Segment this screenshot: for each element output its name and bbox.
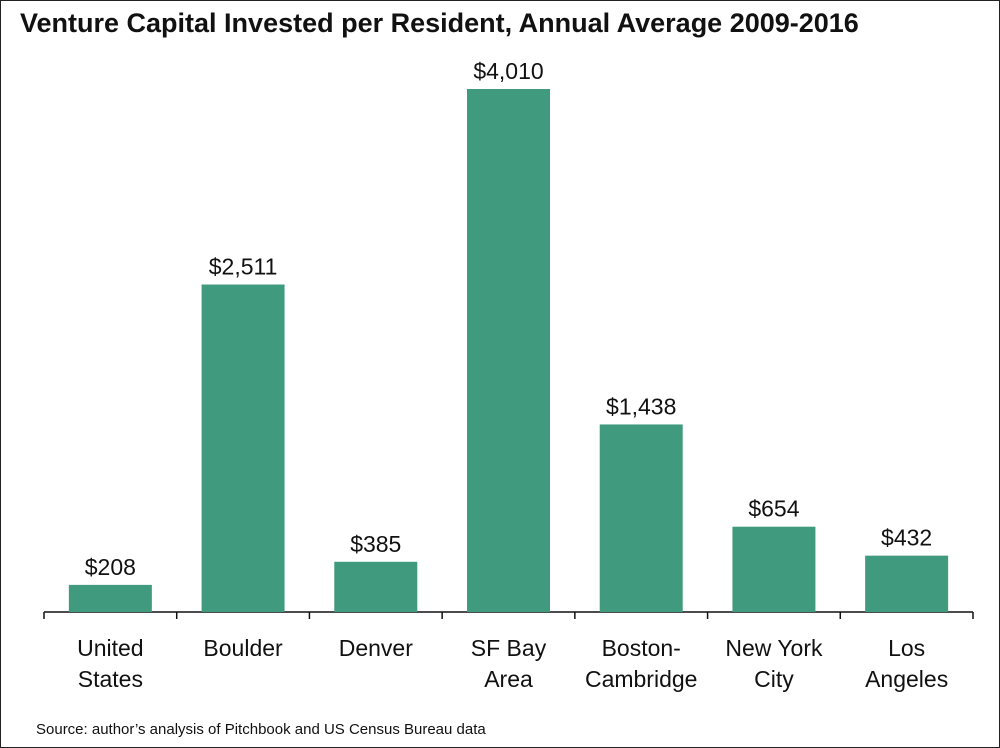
bar (334, 561, 418, 612)
x-tick-label: Denver (339, 635, 413, 661)
data-label: $4,010 (473, 58, 543, 84)
data-label: $208 (85, 554, 136, 580)
x-tick-label: Area (484, 666, 533, 692)
bar (68, 584, 152, 612)
x-tick-label: SF Bay (471, 635, 547, 661)
bar (599, 424, 683, 612)
x-tick-label: Cambridge (585, 666, 698, 692)
x-tick-label: Los (888, 635, 925, 661)
data-label: $654 (748, 496, 799, 522)
chart-title: Venture Capital Invested per Resident, A… (20, 8, 859, 38)
x-tick-label: United (77, 635, 143, 661)
x-tick-label: New York (725, 635, 823, 661)
bar (467, 89, 550, 612)
data-label: $2,511 (209, 254, 278, 280)
bar (865, 555, 949, 612)
data-label: $432 (881, 525, 932, 551)
data-label: $385 (350, 531, 401, 557)
x-tick-label: Boston- (602, 635, 681, 661)
x-tick-label: Boulder (203, 635, 283, 661)
bar (201, 284, 285, 612)
source-note: Source: author’s analysis of Pitchbook a… (36, 721, 486, 738)
x-tick-label: City (754, 666, 794, 692)
data-label: $1,438 (606, 393, 676, 419)
bar (732, 526, 816, 612)
x-tick-label: States (78, 666, 143, 692)
x-tick-label: Angeles (865, 666, 948, 692)
